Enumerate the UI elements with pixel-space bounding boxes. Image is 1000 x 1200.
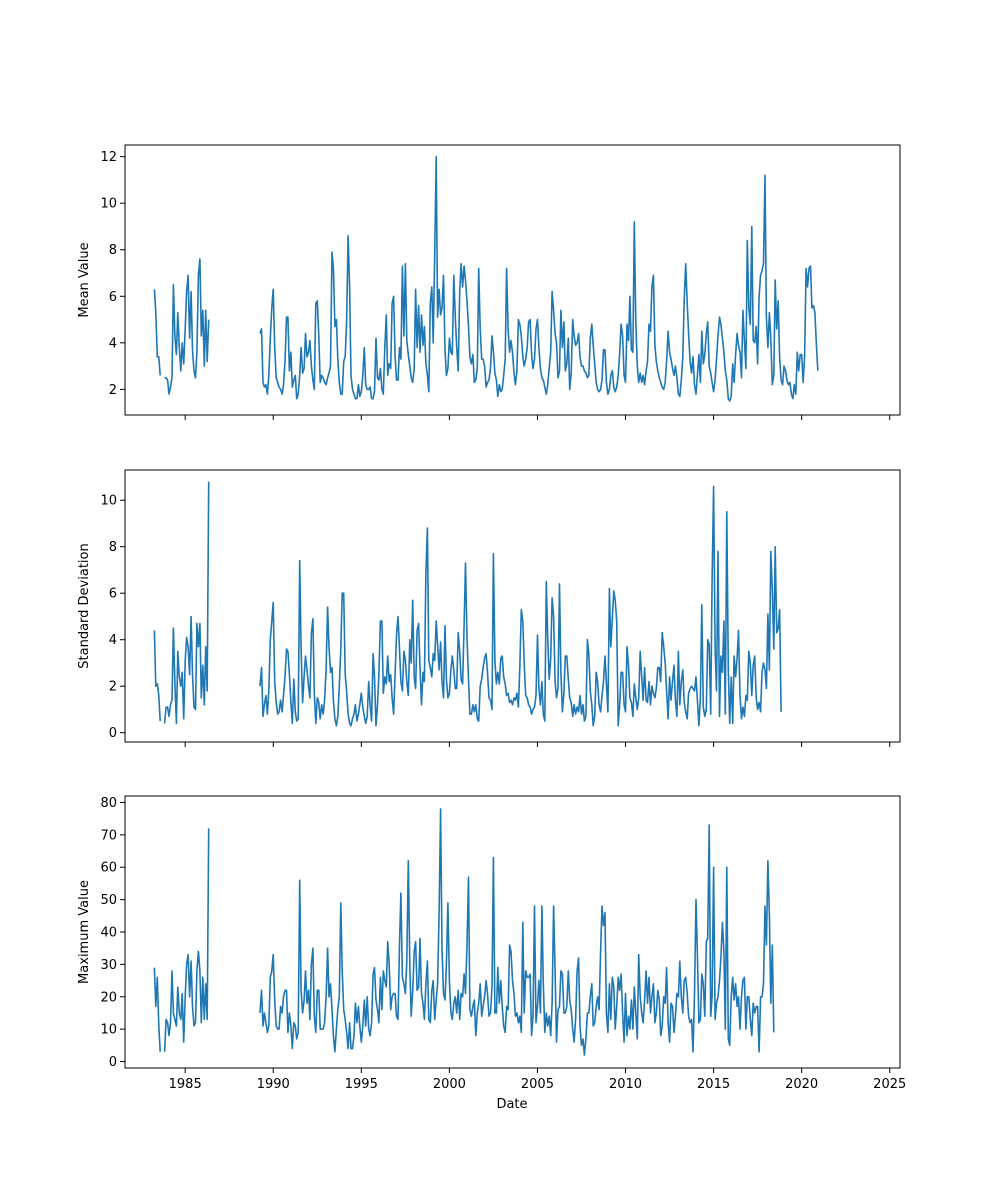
ytick-label: 60 bbox=[100, 861, 117, 876]
ytick-label: 8 bbox=[109, 540, 117, 555]
ytick-label: 30 bbox=[100, 958, 117, 973]
xtick-label: 2020 bbox=[785, 1077, 818, 1092]
ytick-label: 0 bbox=[109, 1055, 117, 1070]
ytick-label: 6 bbox=[109, 587, 117, 602]
ytick-label: 70 bbox=[100, 828, 117, 843]
ytick-label: 40 bbox=[100, 926, 117, 941]
ytick-label: 6 bbox=[109, 290, 117, 305]
xtick-label: 1985 bbox=[169, 1077, 202, 1092]
ytick-label: 10 bbox=[100, 1023, 117, 1038]
series-line bbox=[153, 808, 775, 1056]
ytick-label: 10 bbox=[100, 494, 117, 509]
ylabel-std: Standard Deviation bbox=[77, 543, 92, 668]
ytick-label: 4 bbox=[109, 633, 117, 648]
plot-frame bbox=[124, 469, 901, 743]
ytick-label: 4 bbox=[109, 336, 117, 351]
ytick-label: 20 bbox=[100, 990, 117, 1005]
xtick-label: 2015 bbox=[697, 1077, 730, 1092]
panel-std: Standard Deviation 0 2 4 6 8 10 bbox=[77, 469, 901, 747]
plot-frame bbox=[124, 795, 901, 1069]
ytick-label: 8 bbox=[109, 243, 117, 258]
xtick-label: 1995 bbox=[345, 1077, 378, 1092]
xtick-label: 2025 bbox=[873, 1077, 906, 1092]
panel-max: Maximum Value 0 10 20 30 40 50 60 70 80 1985 1990 1… bbox=[77, 795, 906, 1092]
ytick-label: 2 bbox=[109, 383, 117, 398]
xtick-label: 2000 bbox=[433, 1077, 466, 1092]
ylabel-max: Maximum Value bbox=[77, 880, 92, 984]
plot-frame bbox=[124, 144, 901, 416]
ytick-label: 10 bbox=[100, 197, 117, 212]
xtick-label: 2010 bbox=[609, 1077, 642, 1092]
ytick-label: 2 bbox=[109, 680, 117, 695]
ytick-label: 80 bbox=[100, 796, 117, 811]
series-line bbox=[153, 481, 782, 727]
xtick-label: 1990 bbox=[257, 1077, 290, 1092]
ytick-label: 12 bbox=[100, 150, 117, 165]
series-line bbox=[153, 155, 819, 402]
ylabel-mean: Mean Value bbox=[77, 242, 92, 317]
ytick-label: 0 bbox=[109, 726, 117, 741]
xlabel: Date bbox=[496, 1097, 527, 1112]
ytick-label: 50 bbox=[100, 893, 117, 908]
xtick-label: 2005 bbox=[521, 1077, 554, 1092]
panel-mean: Mean Value 2 4 6 8 10 12 bbox=[77, 144, 901, 420]
